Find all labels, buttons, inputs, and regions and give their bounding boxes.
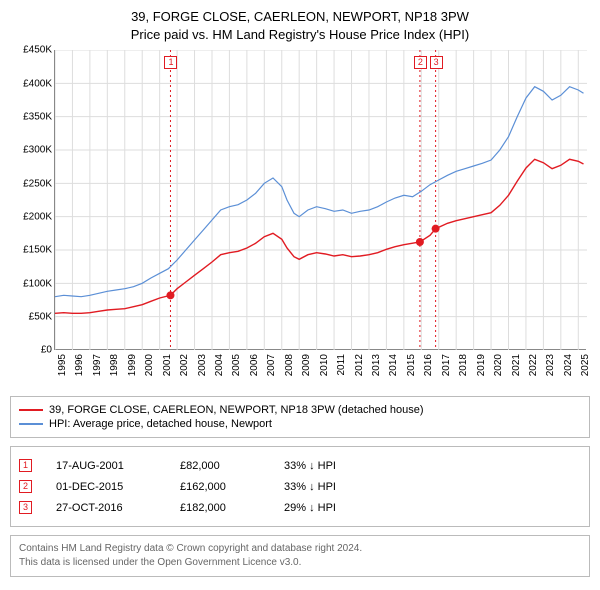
legend-label: 39, FORGE CLOSE, CAERLEON, NEWPORT, NP18… [49,404,424,416]
y-tick-label: £200K [23,212,52,223]
legend-label: HPI: Average price, detached house, Newp… [49,418,272,430]
event-date: 17-AUG-2001 [56,460,156,472]
x-tick-label: 2024 [563,354,574,376]
x-tick-label: 2002 [179,354,190,376]
event-date: 27-OCT-2016 [56,502,156,514]
legend-swatch [19,423,43,425]
x-tick-label: 2004 [214,354,225,376]
x-tick-label: 2014 [388,354,399,376]
events-box: 1 17-AUG-2001 £82,000 33% ↓ HPI 2 01-DEC-2015… [10,446,590,527]
x-tick-label: 2021 [511,354,522,376]
x-tick-label: 2019 [476,354,487,376]
title-block: 39, FORGE CLOSE, CAERLEON, NEWPORT, NP18… [10,8,590,44]
x-axis: 1995 1996 1997 1998 1999 2000 2001 2002 2003 2004… [54,350,586,390]
series-hpi [55,87,584,297]
y-tick-label: £350K [23,112,52,123]
x-tick-label: 1995 [57,354,68,376]
y-tick-label: £250K [23,178,52,189]
event-pct: 33% ↓ HPI [284,460,336,472]
event-pct: 29% ↓ HPI [284,502,336,514]
x-tick-label: 2009 [301,354,312,376]
event-marker-1: 1 [164,56,177,69]
x-tick-label: 1997 [92,354,103,376]
event-price: £82,000 [180,460,260,472]
x-tick-label: 2011 [336,354,347,376]
y-tick-label: £100K [23,278,52,289]
x-tick-label: 2015 [406,354,417,376]
x-tick-label: 2007 [266,354,277,376]
event-date: 01-DEC-2015 [56,481,156,493]
event-number: 1 [19,459,32,472]
x-tick-label: 2013 [371,354,382,376]
chart-area: £0 £50K £100K £150K £200K £250K £300K £350K £400… [10,50,590,390]
x-tick-label: 2018 [458,354,469,376]
event-number: 2 [19,480,32,493]
event-row: 1 17-AUG-2001 £82,000 33% ↓ HPI [19,455,581,476]
title-subtitle: Price paid vs. HM Land Registry's House … [10,26,590,44]
x-tick-label: 2003 [197,354,208,376]
x-tick-label: 2008 [284,354,295,376]
legend-row: 39, FORGE CLOSE, CAERLEON, NEWPORT, NP18… [19,403,581,417]
footer-line-2: This data is licensed under the Open Gov… [19,556,581,570]
x-tick-label: 2025 [580,354,591,376]
x-tick-label: 2001 [162,354,173,376]
plot-svg [55,50,587,350]
x-tick-label: 2012 [354,354,365,376]
x-tick-label: 2020 [493,354,504,376]
y-tick-label: £0 [41,345,52,356]
y-tick-label: £300K [23,145,52,156]
x-tick-label: 2022 [528,354,539,376]
x-tick-label: 1998 [109,354,120,376]
y-tick-label: £450K [23,45,52,56]
event-marker-2: 2 [414,56,427,69]
x-tick-label: 2000 [144,354,155,376]
event-row: 3 27-OCT-2016 £182,000 29% ↓ HPI [19,497,581,518]
y-tick-label: £400K [23,78,52,89]
event-price: £182,000 [180,502,260,514]
legend-row: HPI: Average price, detached house, Newp… [19,417,581,431]
legend-box: 39, FORGE CLOSE, CAERLEON, NEWPORT, NP18… [10,396,590,438]
x-tick-label: 1996 [74,354,85,376]
footer-box: Contains HM Land Registry data © Crown c… [10,535,590,577]
x-tick-label: 2005 [231,354,242,376]
title-address: 39, FORGE CLOSE, CAERLEON, NEWPORT, NP18… [10,8,590,26]
x-tick-label: 2023 [545,354,556,376]
event-marker-3: 3 [430,56,443,69]
event-price: £162,000 [180,481,260,493]
x-tick-label: 1999 [127,354,138,376]
event-row: 2 01-DEC-2015 £162,000 33% ↓ HPI [19,476,581,497]
plot-area: 1 23 [54,50,586,350]
x-tick-label: 2006 [249,354,260,376]
x-tick-label: 2016 [423,354,434,376]
x-tick-label: 2010 [319,354,330,376]
x-tick-label: 2017 [441,354,452,376]
y-tick-label: £150K [23,245,52,256]
event-pct: 33% ↓ HPI [284,481,336,493]
y-tick-label: £50K [29,312,52,323]
y-axis: £0£50K£100K£150K£200K£250K£300K£350K£400… [10,50,54,350]
legend-swatch [19,409,43,411]
footer-line-1: Contains HM Land Registry data © Crown c… [19,542,581,556]
series-property [55,160,584,314]
chart-container: 39, FORGE CLOSE, CAERLEON, NEWPORT, NP18… [0,0,600,587]
event-number: 3 [19,501,32,514]
